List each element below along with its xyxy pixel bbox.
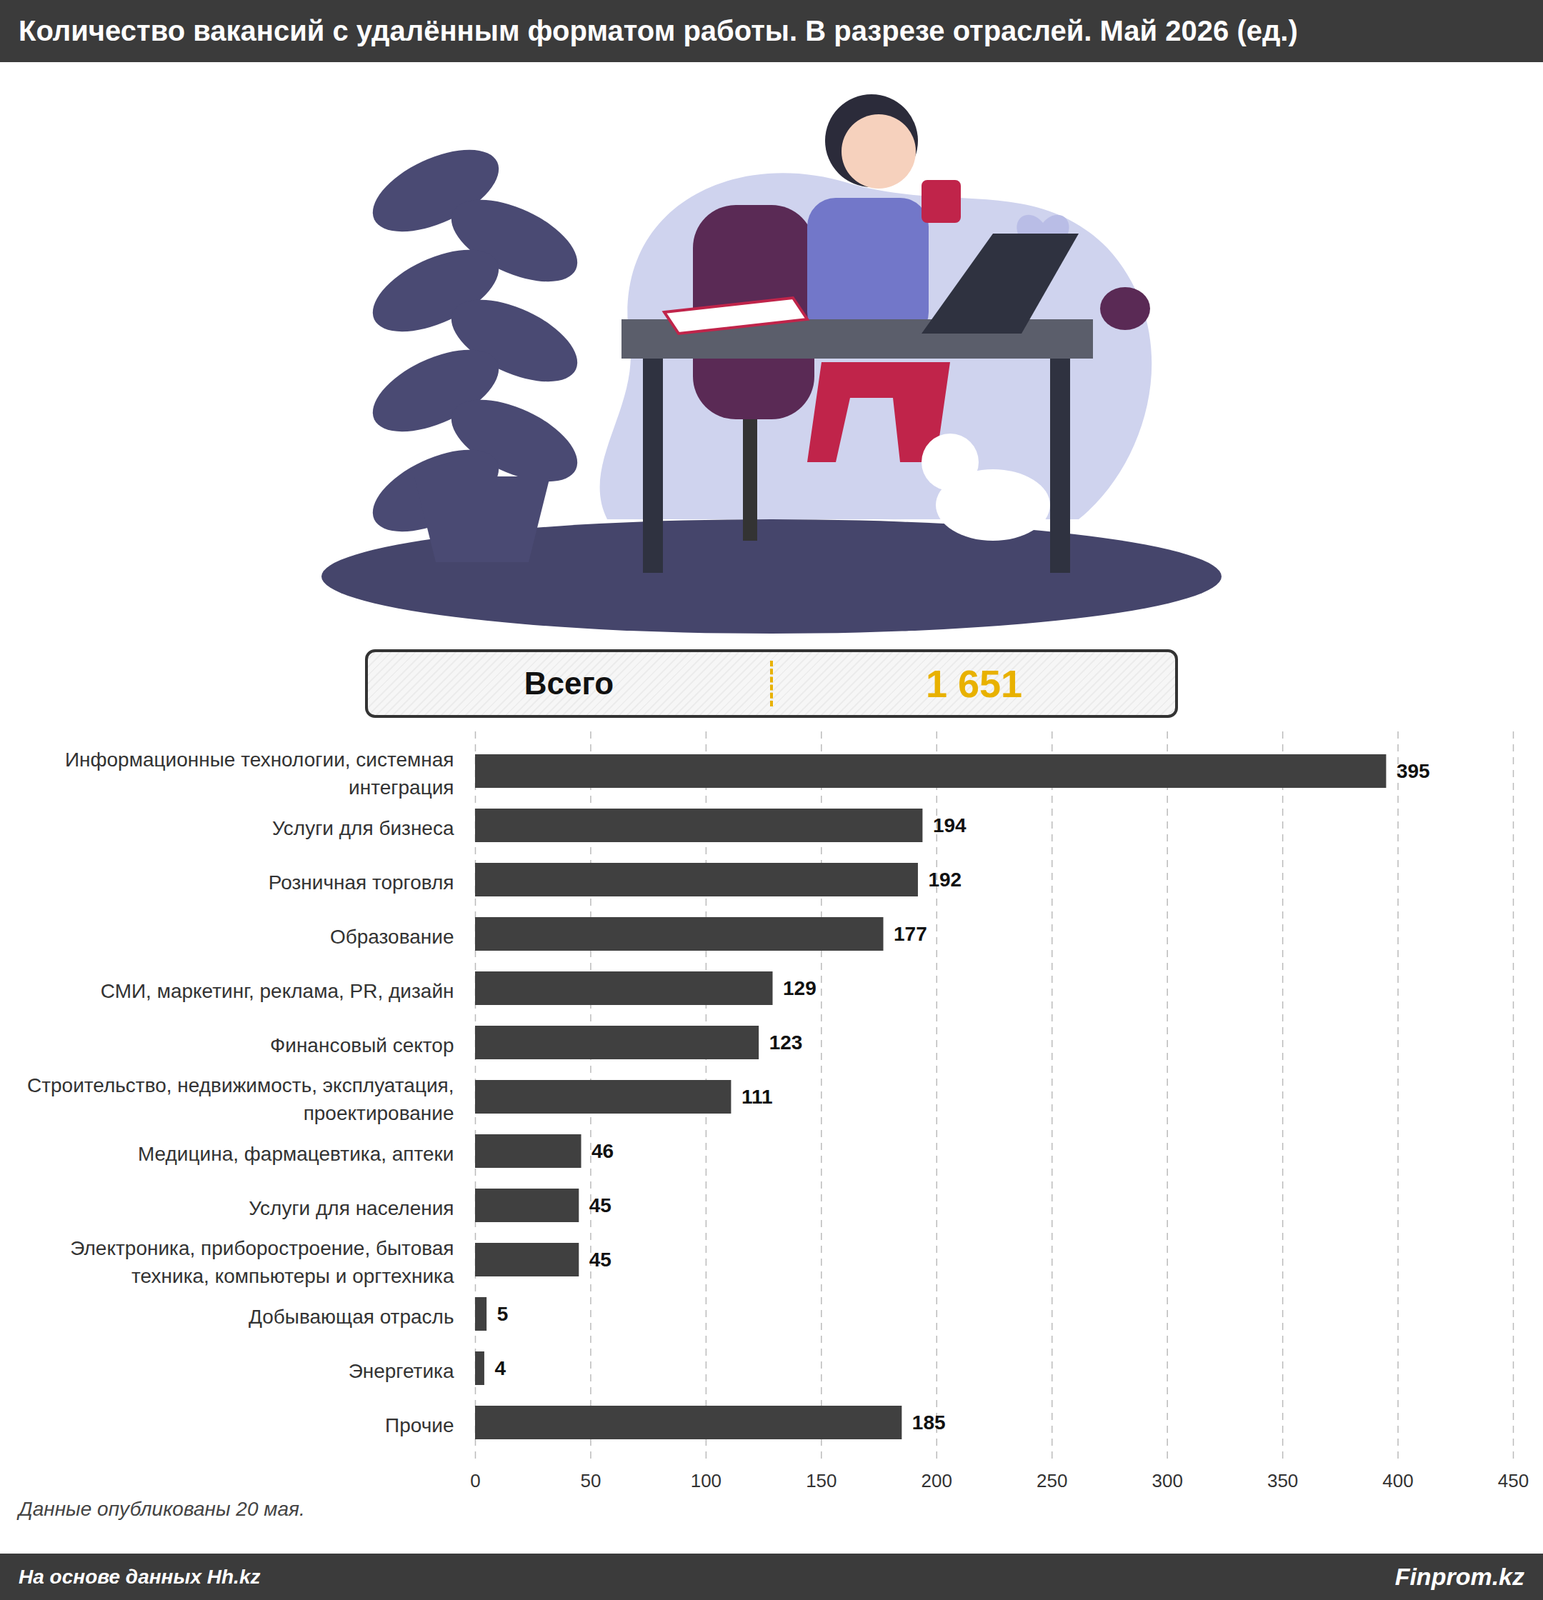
- svg-text:100: 100: [690, 1470, 722, 1492]
- svg-text:Строительство, недвижимость, э: Строительство, недвижимость, эксплуатаци…: [27, 1074, 455, 1125]
- svg-text:50: 50: [580, 1470, 601, 1492]
- svg-text:Прочие: Прочие: [385, 1414, 454, 1437]
- svg-text:0: 0: [470, 1470, 481, 1492]
- svg-text:Добывающая отрасль: Добывающая отрасль: [248, 1305, 455, 1328]
- html-text:Всего: Всего: [524, 665, 614, 701]
- html-text:На основе данных Hh.kz: На основе данных Hh.kz: [18, 1565, 261, 1588]
- svg-text:Розничная торговля: Розничная торговля: [268, 871, 455, 894]
- svg-text:400: 400: [1382, 1470, 1413, 1492]
- svg-text:192: 192: [927, 868, 962, 891]
- svg-text:250: 250: [1036, 1470, 1068, 1492]
- svg-text:123: 123: [769, 1031, 803, 1054]
- svg-text:Услуги для населения: Услуги для населения: [248, 1197, 454, 1220]
- svg-text:5: 5: [497, 1302, 509, 1326]
- svg-text:Информационные технологии, сис: Информационные технологии, системнаяинте…: [65, 748, 455, 799]
- html-text:Количество вакансий с удалённы: Количество вакансий с удалённым форматом…: [18, 15, 1298, 47]
- svg-text:4: 4: [494, 1357, 506, 1380]
- svg-text:Финансовый сектор: Финансовый сектор: [270, 1034, 455, 1057]
- svg-text:150: 150: [805, 1470, 837, 1492]
- svg-text:185: 185: [912, 1411, 946, 1434]
- svg-text:395: 395: [1396, 760, 1431, 783]
- svg-text:129: 129: [782, 977, 817, 1000]
- html-text:Finprom.kz: Finprom.kz: [1394, 1563, 1525, 1591]
- svg-text:450: 450: [1497, 1470, 1529, 1492]
- svg-text:45: 45: [589, 1248, 612, 1271]
- html-text:Данные опубликованы 20 мая.: Данные опубликованы 20 мая.: [18, 1497, 305, 1521]
- svg-text:300: 300: [1151, 1470, 1183, 1492]
- svg-text:350: 350: [1267, 1470, 1298, 1492]
- svg-text:111: 111: [741, 1085, 773, 1108]
- svg-text:Медицина, фармацевтика, аптеки: Медицина, фармацевтика, аптеки: [137, 1142, 455, 1166]
- svg-text:Образование: Образование: [330, 925, 455, 948]
- svg-text:194: 194: [932, 814, 967, 837]
- svg-text:45: 45: [589, 1194, 612, 1217]
- svg-text:177: 177: [893, 922, 928, 946]
- svg-text:46: 46: [591, 1140, 614, 1163]
- html-text:1 651: 1 651: [925, 662, 1023, 706]
- svg-text:Электроника, приборостроение,: Электроника, приборостроение, бытоваятех…: [70, 1237, 455, 1288]
- svg-text:Услуги для бизнеса: Услуги для бизнеса: [272, 817, 455, 840]
- svg-text:200: 200: [921, 1470, 953, 1492]
- svg-text:СМИ, маркетинг, реклама, PR, д: СМИ, маркетинг, реклама, PR, дизайн: [100, 980, 455, 1003]
- svg-text:Энергетика: Энергетика: [348, 1360, 455, 1383]
